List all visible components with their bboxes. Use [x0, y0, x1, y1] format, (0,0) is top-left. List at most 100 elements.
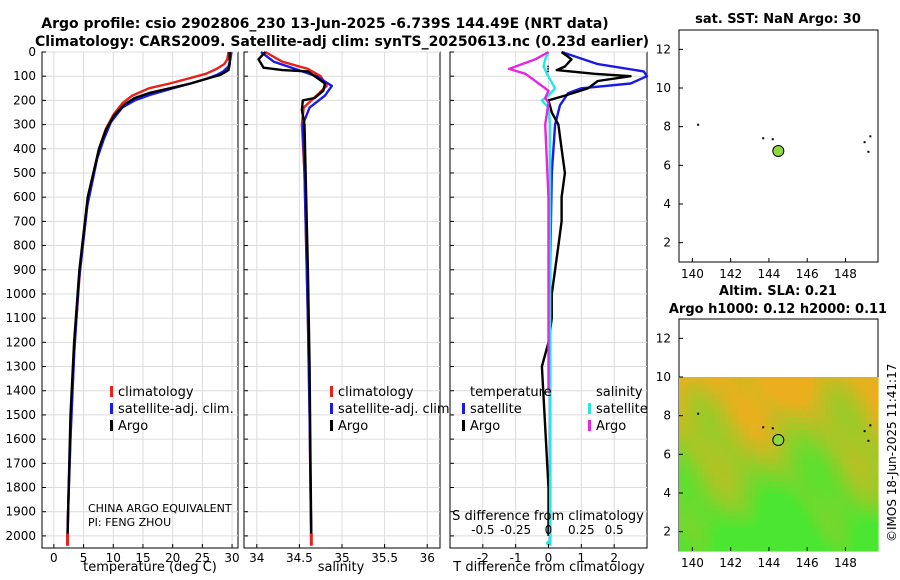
sla-cell [743, 417, 750, 424]
sla-cell [702, 411, 709, 419]
sla-cell [731, 469, 739, 477]
sla-cell [801, 464, 809, 471]
sla-cell [796, 440, 803, 448]
sla-cell [825, 435, 832, 442]
sla-cell [796, 493, 803, 500]
sla-cell [772, 377, 780, 384]
pi-text: PI: FENG ZHOU [88, 516, 171, 529]
sla-cell [684, 545, 692, 552]
sla-cell [749, 539, 756, 546]
sla-cell [696, 452, 704, 459]
sla-cell [737, 516, 744, 523]
sla-cell [749, 440, 756, 448]
sla-cell [842, 417, 850, 424]
sla-cell [708, 539, 715, 546]
sla-cell [766, 469, 774, 477]
sla-cell [860, 475, 867, 482]
sla-cell [755, 469, 762, 477]
sla-cell [801, 382, 809, 390]
sla-cell [696, 388, 704, 395]
sla-cell [872, 469, 879, 477]
sla-cell [737, 545, 744, 552]
sla-cell [831, 510, 838, 517]
sla-cell [842, 435, 850, 442]
sla-cell [825, 394, 832, 401]
sla-cell [772, 458, 780, 465]
sla-cell [837, 446, 844, 453]
sla-cell [772, 545, 780, 552]
sla-cell [772, 423, 780, 430]
sla-cell [684, 533, 692, 540]
sla-cell [696, 510, 704, 517]
sla-cell [854, 435, 862, 442]
sla-cell [784, 377, 791, 384]
sla-cell [708, 406, 715, 413]
temperature-panel: 0100200300400500600700800900100011001200… [5, 45, 239, 575]
sla-cell [790, 464, 797, 471]
sla-cell [714, 516, 721, 523]
sla-cell [831, 487, 838, 494]
sla-cell [719, 493, 727, 500]
sla-cell [719, 452, 727, 459]
sla-cell [801, 533, 809, 540]
sla-cell [702, 388, 709, 395]
legend-climatology-swatch [110, 386, 113, 397]
sla-cell [872, 464, 879, 471]
sla-cell [684, 522, 692, 529]
sla-cell [790, 481, 797, 488]
sla-cell [807, 498, 815, 506]
sla-cell [702, 377, 709, 384]
temperature-legend: climatology satellite-adj. clim. Argo [110, 385, 234, 434]
sla-cell [778, 533, 785, 540]
sla-cell [755, 527, 762, 535]
depth-tick-label: 1200 [5, 335, 36, 349]
sla-cell [796, 429, 803, 436]
sla-cell [866, 377, 873, 384]
sla-cell [872, 388, 879, 395]
sla-cell [813, 522, 821, 529]
depth-tick-label: 1300 [5, 360, 36, 374]
sla-cell [708, 411, 715, 419]
sla-cell [743, 504, 750, 511]
sla-cell [749, 388, 756, 395]
sla-cell [772, 493, 780, 500]
sla-cell [731, 504, 739, 511]
sla-cell [860, 411, 867, 419]
sla-cell [801, 487, 809, 494]
sla-cell [784, 504, 791, 511]
sla-cell [825, 533, 832, 540]
sla-cell [714, 487, 721, 494]
sla-cell [702, 533, 709, 540]
sla-cell [766, 516, 774, 523]
sla-cell [755, 382, 762, 390]
depth-tick-label: 1700 [5, 456, 36, 470]
sla-cell [737, 487, 744, 494]
sla-cell [714, 533, 721, 540]
sla-cell [784, 423, 791, 430]
sla-cell [690, 533, 698, 540]
sla-cell [790, 539, 797, 546]
sla-cell [866, 498, 873, 506]
depth-tick-label: 600 [13, 190, 36, 204]
sla-cell [772, 417, 780, 424]
sla-cell [714, 475, 721, 482]
sla-cell [702, 417, 709, 424]
sla-cell [784, 527, 791, 535]
sla-cell [848, 435, 856, 442]
sla-cell [755, 429, 762, 436]
sla-cell [784, 469, 791, 477]
sla-cell [819, 423, 826, 430]
sla-cell [679, 429, 686, 436]
sla-cell [714, 423, 721, 430]
sla-cell [684, 435, 692, 442]
sla-cell [749, 417, 756, 424]
sla-cell [825, 446, 832, 453]
sla-cell [819, 394, 826, 401]
sla-cell [696, 411, 704, 419]
sla-cell [813, 394, 821, 401]
sla-cell [760, 464, 768, 471]
sla-cell [719, 516, 727, 523]
sla-cell [679, 481, 686, 488]
sla-cell [872, 400, 879, 407]
legend-satellite-label: satellite-adj. clim. [118, 402, 234, 417]
